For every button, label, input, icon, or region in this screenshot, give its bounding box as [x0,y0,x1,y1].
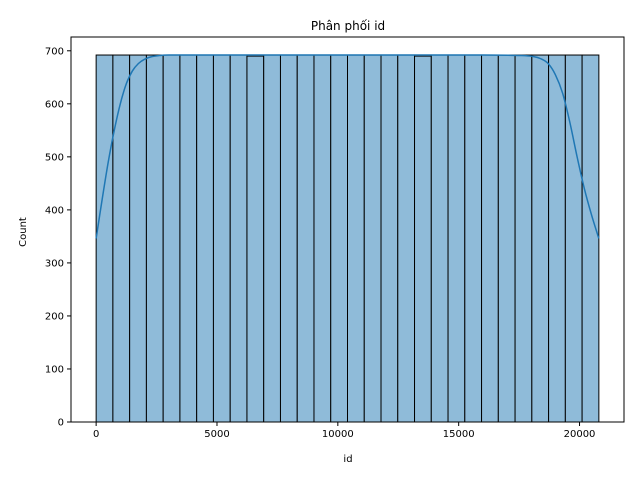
histogram-bar [145,54,164,423]
histogram-bar [246,55,265,423]
x-tick-label: 10000 [322,429,354,440]
y-axis-label: Count [18,217,29,247]
histogram-bar [430,54,449,423]
y-tick-label: 400 [45,205,64,216]
axes-group: 0 5000 10000 15000 20000 0 100 200 300 400 500 600 7… [45,36,625,440]
histogram-bar [414,55,432,423]
histogram-bar [196,54,214,423]
histogram-bar [497,54,516,423]
x-axis-label: id [343,454,352,465]
chart-title: Phân phối id [311,19,385,33]
y-tick-label: 700 [45,46,64,57]
histogram-bar [129,54,147,423]
histogram-bar [464,54,483,423]
histogram-bar [279,54,298,423]
histogram-bar [212,54,231,423]
y-tick-label: 0 [58,418,64,429]
plot-frame [70,36,625,423]
kde-line [95,54,600,239]
histogram-bar [179,54,198,423]
histogram-bar [548,54,566,423]
histogram-bar [95,54,114,423]
y-tick-label: 600 [45,99,64,110]
histogram-bar [380,54,399,423]
histogram-bar [229,54,248,423]
histogram-bar [397,54,416,423]
x-tick-label: 20000 [564,429,596,440]
kde-group [95,54,600,239]
x-tick-label: 0 [93,429,99,440]
histogram-bar [581,54,600,423]
histogram-bar [363,54,382,423]
histogram-bar [112,54,131,423]
histogram-bar [330,54,348,423]
y-tick-label: 100 [45,364,64,375]
y-tick-label: 500 [45,152,64,163]
bars-group [95,54,600,423]
histogram-bar [481,54,499,423]
histogram-bar [514,54,533,423]
histogram-bar [162,54,181,423]
x-tick-label: 5000 [204,429,229,440]
x-tick-label: 15000 [443,429,475,440]
y-tick-label: 300 [45,258,64,269]
histogram-bar [347,54,365,423]
histogram-bar [263,54,281,423]
histogram-bar [564,54,583,423]
histogram-bar [531,54,550,423]
histogram-bar [296,54,315,423]
histogram-bar [447,54,466,423]
histogram-bar [313,54,332,423]
y-tick-label: 200 [45,311,64,322]
